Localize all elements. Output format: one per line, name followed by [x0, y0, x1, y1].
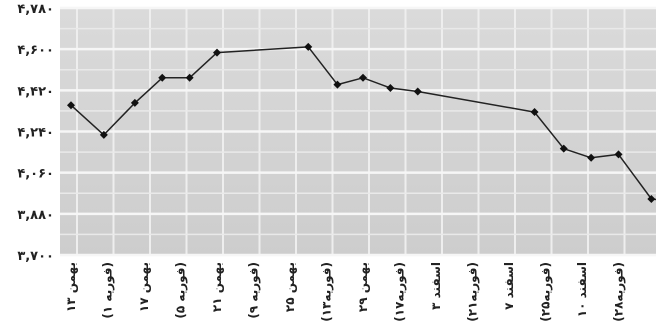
x-tick-label: (۱۷فوریه) — [393, 262, 408, 322]
series-line — [70, 46, 656, 201]
x-tick-label: (۱۳فوریه) — [320, 262, 335, 322]
data-point — [413, 87, 422, 96]
y-tick-label: ۴,۷۸۰ — [17, 2, 54, 17]
data-points — [67, 42, 656, 203]
y-tick-label: ۳,۸۸۰ — [17, 208, 54, 223]
data-point — [130, 98, 139, 107]
x-tick-label: ۱۰ اسفند — [575, 262, 589, 317]
x-tick-label: (۲۱فوریه) — [466, 262, 481, 322]
y-tick-label: ۴,۶۰۰ — [17, 43, 54, 58]
y-tick-label: ۴,۰۶۰ — [17, 167, 54, 182]
x-tick-label: ۲۵ بهمن — [283, 262, 297, 312]
x-tick-label: ۱۳ بهمن — [64, 262, 78, 312]
series-price — [70, 46, 656, 201]
y-axis-tick-labels: ۳,۷۰۰ ۳,۸۸۰ ۴,۰۶۰ ۴,۲۴۰ ۴,۴۲۰ ۴,۶۰۰ ۴,۷۸۰ — [17, 2, 54, 264]
x-tick-label: ۱۷ بهمن — [137, 262, 151, 312]
data-point — [647, 194, 656, 203]
x-tick-label: (۱ فوریه) — [101, 262, 116, 319]
x-tick-label: (۲۵فوریه) — [539, 262, 554, 322]
data-point — [67, 101, 75, 110]
data-point — [304, 42, 313, 51]
data-point — [530, 108, 539, 117]
data-point — [333, 80, 342, 89]
data-point — [559, 144, 568, 153]
horizontal-gridlines — [60, 6, 656, 257]
x-tick-label: ۳ اسفند — [429, 262, 443, 310]
x-tick-label: ۲۱ بهمن — [210, 262, 224, 312]
x-tick-label: (۵ فوریه) — [174, 262, 189, 319]
x-axis-tick-labels: ۱۳ بهمن (۱ فوریه) ۱۷ بهمن (۵ فوریه) ۲۱ بهمن (… — [64, 262, 627, 322]
data-point — [614, 150, 623, 159]
x-tick-label: (۹ فوریه) — [247, 262, 262, 319]
x-tick-label: ۲۹ بهمن — [356, 262, 370, 312]
data-point — [587, 153, 596, 162]
data-point — [213, 48, 221, 57]
y-tick-label: ۴,۴۲۰ — [17, 84, 54, 99]
y-tick-label: ۴,۲۴۰ — [17, 126, 54, 141]
x-tick-label: ۷ اسفند — [502, 262, 516, 310]
data-point — [99, 130, 108, 139]
y-tick-label: ۳,۷۰۰ — [17, 249, 54, 264]
x-tick-label: (۲۸فوریه) — [612, 262, 627, 322]
data-point — [158, 73, 167, 82]
data-point — [185, 73, 194, 82]
data-point — [359, 73, 367, 82]
data-point — [386, 84, 395, 93]
